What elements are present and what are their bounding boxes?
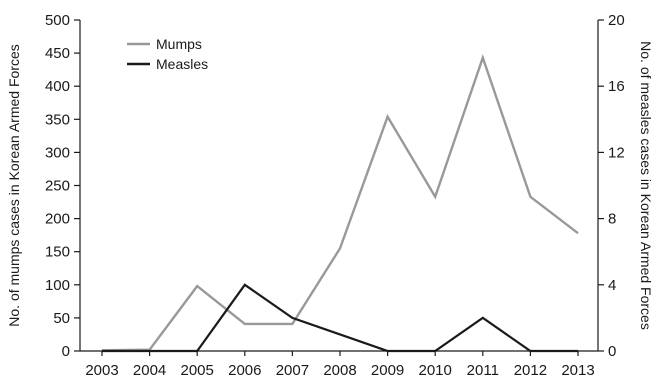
left-tick-label: 350 bbox=[45, 111, 70, 128]
x-tick-label: 2006 bbox=[228, 362, 261, 379]
legend: Mumps Measles bbox=[127, 36, 208, 72]
x-tick-label: 2005 bbox=[181, 362, 214, 379]
x-ticks: 2003 2004 2005 2006 2007 2008 2009 2010 2011 2012… bbox=[85, 351, 595, 379]
left-tick-label: 100 bbox=[45, 277, 70, 294]
series-line-mumps bbox=[101, 53, 579, 352]
x-tick-label: 2008 bbox=[323, 362, 356, 379]
left-tick-label: 50 bbox=[53, 310, 70, 327]
right-y-axis-title: No. of measles cases in Korean Armed For… bbox=[638, 41, 654, 330]
right-tick-label: 12 bbox=[608, 144, 625, 161]
left-tick-label: 500 bbox=[45, 12, 70, 29]
x-tick-label: 2007 bbox=[276, 362, 309, 379]
left-tick-label: 200 bbox=[45, 211, 70, 228]
right-tick-label: 8 bbox=[608, 211, 616, 228]
x-tick-label: 2003 bbox=[85, 362, 118, 379]
series-line-measles bbox=[102, 283, 578, 353]
left-tick-label: 250 bbox=[45, 178, 70, 195]
left-tick-label: 400 bbox=[45, 78, 70, 95]
x-tick-label: 2010 bbox=[419, 362, 452, 379]
x-tick-label: 2012 bbox=[514, 362, 547, 379]
series-layer bbox=[101, 53, 579, 353]
right-tick-label: 4 bbox=[608, 277, 616, 294]
left-y-ticks: 0 50 100 150 200 250 300 350 400 450 500 bbox=[45, 12, 80, 360]
left-tick-label: 0 bbox=[62, 343, 70, 360]
x-tick-label: 2009 bbox=[371, 362, 404, 379]
left-y-axis-title: No. of mumps cases in Korean Armed Force… bbox=[6, 44, 22, 326]
x-tick-label: 2011 bbox=[467, 362, 499, 379]
legend-label-measles: Measles bbox=[156, 56, 208, 72]
left-tick-label: 150 bbox=[45, 244, 70, 261]
right-tick-label: 0 bbox=[608, 343, 616, 360]
right-tick-label: 20 bbox=[608, 12, 625, 29]
left-tick-label: 300 bbox=[45, 144, 70, 161]
x-tick-label: 2013 bbox=[561, 362, 594, 379]
legend-label-mumps: Mumps bbox=[156, 36, 202, 52]
x-tick-label: 2004 bbox=[133, 362, 166, 379]
left-tick-label: 450 bbox=[45, 45, 70, 62]
right-tick-label: 16 bbox=[608, 78, 625, 95]
right-y-ticks: 0 4 8 12 16 20 bbox=[598, 12, 625, 360]
